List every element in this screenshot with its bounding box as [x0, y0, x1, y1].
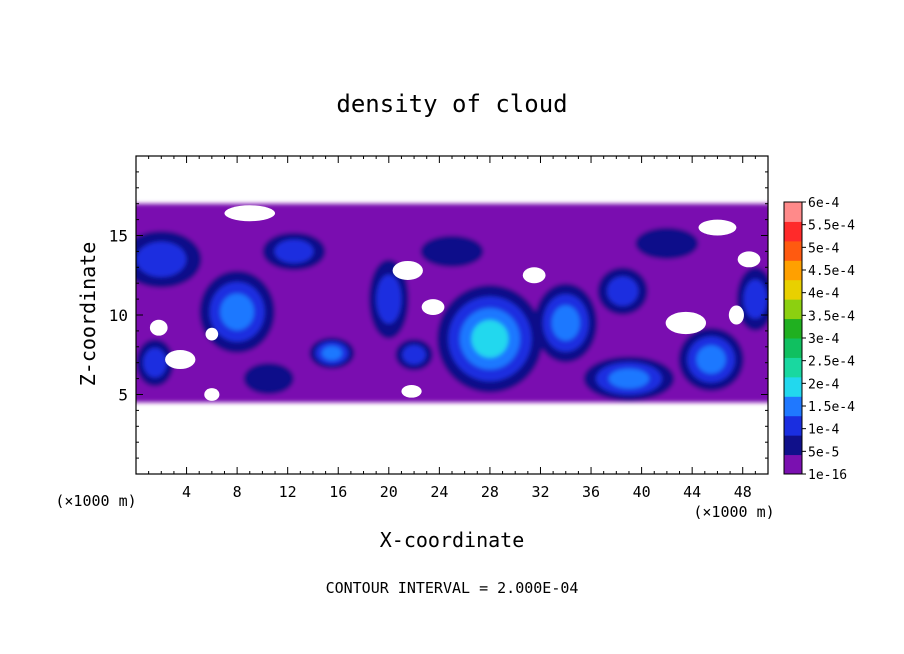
contour-interval-note: CONTOUR INTERVAL = 2.000E-04: [326, 579, 579, 597]
y-tick-label: 15: [109, 227, 128, 246]
x-tick-label: 44: [683, 483, 701, 501]
colorbar-label: 2e-4: [808, 377, 839, 392]
colorbar-swatch: [784, 221, 802, 242]
cloud-blob-level-2: [143, 348, 167, 378]
x-axis-label: X-coordinate: [380, 528, 525, 552]
colorbar-swatch: [784, 240, 802, 261]
clear-gap: [728, 305, 744, 325]
colorbar-label: 1.5e-4: [808, 400, 855, 415]
x-tick-label: 32: [531, 483, 549, 501]
clear-gap: [204, 388, 220, 401]
cloud-blob-level-3: [321, 346, 343, 361]
clear-gap: [698, 219, 737, 236]
clear-gap: [165, 349, 196, 370]
y-tick-label: 10: [109, 306, 128, 325]
colorbar-swatch: [784, 376, 802, 397]
colorbar-label: 2.5e-4: [808, 355, 855, 370]
cloud-blob-level-2: [743, 279, 768, 319]
cloud-blob-level-1: [243, 362, 294, 395]
clear-gap: [421, 299, 445, 315]
colorbar-label: 5e-4: [808, 241, 839, 256]
cloud-blob-level-3: [551, 305, 580, 341]
chart-title: density of cloud: [336, 90, 567, 118]
clear-gap: [205, 327, 219, 341]
colorbar-label: 3.5e-4: [808, 309, 855, 324]
x-tick-label: 28: [481, 483, 499, 501]
x-tick-label: 48: [734, 483, 752, 501]
x-unit-left: (×1000 m): [55, 492, 136, 510]
density-field: [136, 203, 768, 403]
x-tick-label: 12: [279, 483, 297, 501]
field-soft-layer: [136, 203, 768, 403]
colorbar-label: 1e-16: [808, 468, 847, 483]
clear-gap: [522, 267, 546, 284]
clear-gap: [392, 260, 423, 281]
colorbar-swatch: [784, 299, 802, 320]
colorbar-label: 3e-4: [808, 332, 839, 347]
colorbar-swatch: [784, 357, 802, 378]
cloud-blob-level-1: [635, 227, 699, 260]
cloud-blob-level-3: [220, 293, 254, 331]
colorbar-swatch: [784, 454, 802, 475]
colorbar-swatch: [784, 338, 802, 358]
x-tick-label: 8: [233, 483, 242, 501]
colorbar-swatch: [784, 396, 802, 417]
x-axis-ticks: 4 8 12 16 20 24 28 32 36 40 44 48: [148, 156, 756, 501]
colorbar-swatch: [784, 415, 802, 436]
colorbar-swatch: [784, 435, 802, 456]
x-tick-label: 16: [329, 483, 347, 501]
cloud-blob-level-2: [402, 344, 426, 365]
cloud-blob-level-2: [274, 239, 314, 264]
clear-gap: [149, 319, 168, 336]
clear-gap: [737, 251, 761, 268]
x-tick-label: 40: [633, 483, 651, 501]
colorbar-label: 5e-5: [808, 445, 839, 460]
colorbar-label: 1e-4: [808, 423, 839, 438]
y-axis-ticks: 5 10 15: [109, 171, 768, 459]
x-tick-label: 36: [582, 483, 600, 501]
colorbar: 1e-16 5e-5 1e-4 1.5e-4 2e-4 2.5e-4 3e-4 3.5e-4 4…: [783, 196, 855, 483]
x-tick-label: 24: [430, 483, 448, 501]
colorbar-label: 5.5e-4: [808, 219, 855, 234]
y-axis-label: Z-coordinate: [76, 242, 100, 387]
x-tick-label: 20: [380, 483, 398, 501]
clear-gap: [224, 205, 276, 222]
colorbar-swatch: [784, 279, 802, 300]
cloud-blob-level-2: [607, 276, 639, 306]
x-tick-label: 4: [182, 483, 191, 501]
colorbar-swatch: [784, 260, 802, 281]
cloud-blob-level-3: [608, 368, 650, 389]
colorbar-label: 6e-4: [808, 196, 839, 211]
cloud-blob-level-2: [376, 274, 402, 324]
clear-gap: [665, 311, 707, 335]
cloud-blob-level-4: [471, 320, 509, 358]
colorbar-label: 4.5e-4: [808, 264, 855, 279]
colorbar-swatch: [784, 318, 802, 339]
colorbar-swatch: [784, 202, 802, 222]
x-unit-right: (×1000 m): [693, 503, 774, 521]
cloud-blob-level-3: [696, 345, 726, 374]
colorbar-label: 4e-4: [808, 287, 839, 302]
cloud-blob-level-2: [136, 241, 187, 277]
y-tick-label: 5: [118, 386, 128, 405]
cloud-blob-level-1: [420, 235, 484, 268]
clear-gap: [401, 384, 422, 398]
